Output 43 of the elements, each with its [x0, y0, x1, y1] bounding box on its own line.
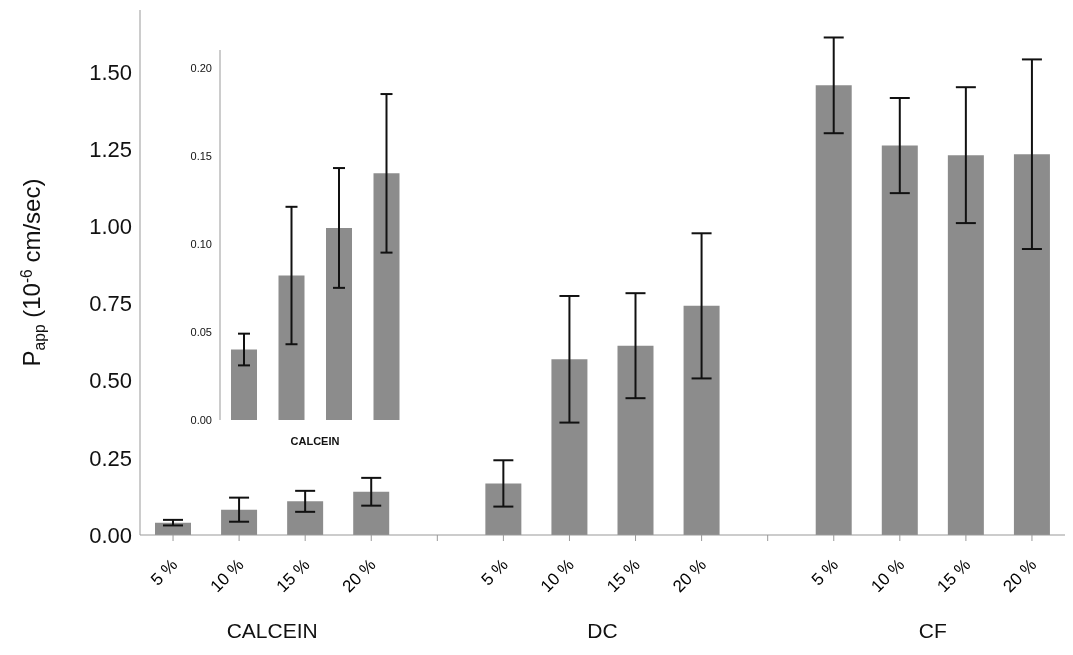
y-tick-label: 0.75 [89, 291, 132, 317]
text: DC [586, 619, 619, 643]
x-tick-label: 20 % [999, 555, 1041, 597]
x-tick-label: 5 % [477, 555, 512, 590]
x-axis-title: CALCEIN [290, 435, 340, 447]
bar [617, 345, 654, 535]
bar [231, 349, 257, 420]
x-tick-label: 20 % [338, 555, 380, 597]
bar [221, 509, 258, 535]
text: CF [917, 619, 948, 643]
y-tick-label: 0.25 [89, 445, 132, 471]
bar [683, 305, 720, 535]
x-tick-label: 20 % [669, 555, 710, 597]
bar [881, 145, 918, 535]
bar [551, 359, 588, 535]
y-tick-label: 1.00 [89, 213, 132, 239]
bar [278, 275, 305, 420]
y-tick-label: 0.05 [190, 325, 212, 338]
y-tick-label: 0.50 [89, 368, 132, 394]
y-tick-label: 1.50 [89, 59, 132, 85]
x-tick-label: 5 % [807, 555, 843, 590]
y-tick-label: 0.00 [89, 522, 132, 548]
x-tick-label: 10 % [536, 555, 578, 597]
bar [485, 483, 522, 535]
bar [326, 227, 352, 420]
x-tick-label: 10 % [206, 555, 248, 597]
y-tick-label: 1.25 [89, 136, 132, 162]
bar [373, 173, 400, 420]
x-tick-label: 5 % [147, 555, 182, 590]
bar [1013, 154, 1050, 535]
y-tick-label: 0.15 [190, 149, 212, 162]
y-tick-label: 0.20 [190, 61, 212, 74]
x-tick-label: 15 % [933, 555, 975, 597]
y-tick-label: 0.00 [190, 413, 212, 426]
x-tick-label: 15 % [272, 555, 314, 597]
bar [353, 491, 390, 535]
x-tick-label: 10 % [867, 555, 909, 597]
bar [815, 85, 852, 535]
bar [287, 501, 324, 535]
y-tick-label: 0.10 [190, 237, 212, 250]
text: CALCEIN [225, 619, 319, 643]
bar [947, 155, 984, 535]
x-tick-label: 15 % [603, 555, 644, 597]
